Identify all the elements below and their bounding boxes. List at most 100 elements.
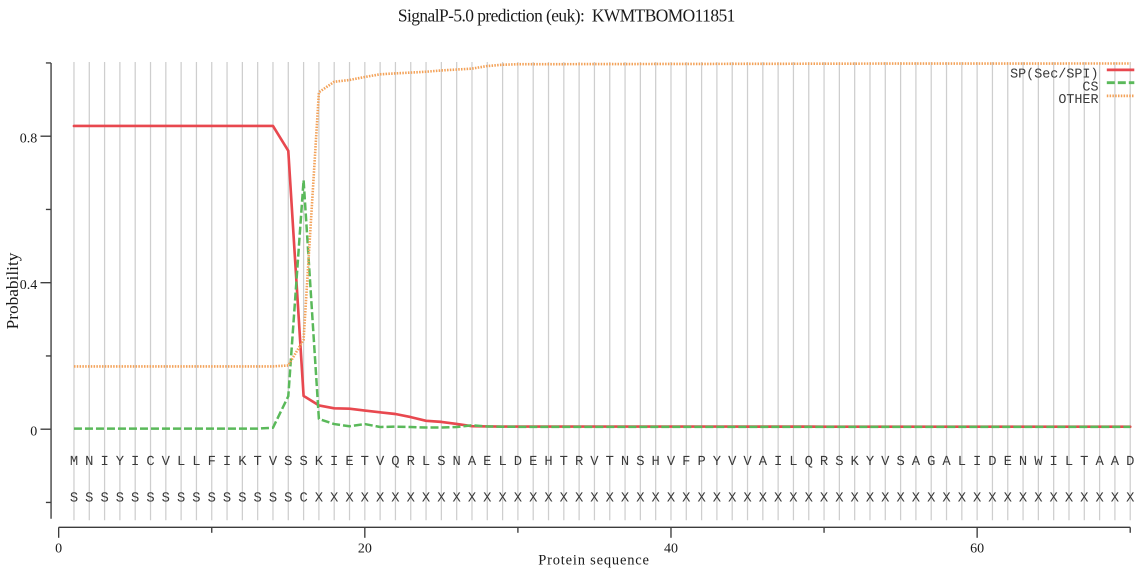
svg-text:C: C [146,455,154,470]
svg-text:Y: Y [713,455,722,470]
svg-text:X: X [988,492,997,507]
svg-text:X: X [805,492,814,507]
svg-text:F: F [208,455,216,470]
svg-text:X: X [942,492,951,507]
svg-text:X: X [590,492,599,507]
svg-text:S: S [835,455,843,470]
svg-text:X: X [621,492,630,507]
svg-text:V: V [269,455,278,470]
svg-text:I: I [223,455,231,470]
svg-text:S: S [116,492,124,507]
svg-text:60: 60 [970,542,984,557]
svg-text:S: S [146,492,154,507]
svg-text:Y: Y [116,455,125,470]
svg-text:S: S [85,492,93,507]
svg-text:H: H [544,455,552,470]
svg-text:S: S [896,455,904,470]
svg-text:X: X [912,492,921,507]
svg-text:P: P [697,455,705,470]
svg-text:W: W [1034,455,1043,470]
svg-text:S: S [284,492,292,507]
svg-text:0.8: 0.8 [20,132,38,147]
svg-text:SP(Sec/SPI): SP(Sec/SPI) [1010,68,1098,83]
svg-text:X: X [514,492,523,507]
svg-text:X: X [789,492,798,507]
svg-text:X: X [315,492,324,507]
svg-text:X: X [407,492,416,507]
svg-text:X: X [759,492,768,507]
svg-text:H: H [652,455,660,470]
svg-text:T: T [254,455,262,470]
svg-text:S: S [437,455,445,470]
svg-text:E: E [1004,455,1012,470]
svg-text:Q: Q [391,455,399,470]
svg-text:X: X [1111,492,1120,507]
svg-text:F: F [682,455,690,470]
svg-text:X: X [529,492,538,507]
svg-text:T: T [560,455,568,470]
svg-text:X: X [330,492,339,507]
svg-text:D: D [1126,455,1134,470]
svg-text:X: X [667,492,676,507]
svg-text:X: X [973,492,982,507]
svg-text:X: X [1126,492,1135,507]
svg-text:V: V [376,455,385,470]
svg-text:K: K [238,455,247,470]
svg-text:S: S [636,455,644,470]
svg-text:L: L [498,455,506,470]
svg-text:A: A [759,455,768,470]
svg-text:I: I [1050,455,1058,470]
svg-text:OTHER: OTHER [1058,93,1098,108]
svg-text:Protein sequence: Protein sequence [538,553,649,569]
svg-text:20: 20 [358,542,372,557]
svg-text:X: X [881,492,890,507]
svg-text:V: V [590,455,599,470]
svg-text:A: A [1111,455,1120,470]
svg-text:N: N [85,455,93,470]
svg-text:A: A [468,455,477,470]
svg-text:L: L [1065,455,1073,470]
svg-text:X: X [851,492,860,507]
svg-text:X: X [866,492,875,507]
svg-text:CS: CS [1082,80,1098,95]
svg-text:X: X [713,492,722,507]
svg-text:S: S [254,492,262,507]
svg-text:0: 0 [30,425,37,440]
svg-text:X: X [560,492,569,507]
svg-text:X: X [697,492,706,507]
svg-text:G: G [927,455,935,470]
svg-text:X: X [636,492,645,507]
svg-text:K: K [315,455,324,470]
svg-text:X: X [835,492,844,507]
svg-text:X: X [1004,492,1013,507]
svg-text:S: S [269,492,277,507]
svg-text:S: S [284,455,292,470]
svg-text:M: M [70,455,78,470]
svg-text:V: V [743,455,752,470]
svg-text:D: D [514,455,522,470]
svg-text:SignalP-5.0 prediction (euk):: SignalP-5.0 prediction (euk): KWMTBOMO11… [398,6,735,26]
svg-text:X: X [422,492,431,507]
svg-text:X: X [391,492,400,507]
svg-text:X: X [728,492,737,507]
svg-text:R: R [575,455,583,470]
svg-text:L: L [422,455,430,470]
svg-text:V: V [667,455,676,470]
svg-text:S: S [192,492,200,507]
svg-text:X: X [345,492,354,507]
svg-text:I: I [131,455,139,470]
svg-text:V: V [881,455,890,470]
svg-text:R: R [820,455,828,470]
svg-text:0.4: 0.4 [20,278,38,293]
svg-text:S: S [208,492,216,507]
svg-text:X: X [958,492,967,507]
svg-text:I: I [774,455,782,470]
svg-text:S: S [299,455,307,470]
svg-text:X: X [606,492,615,507]
svg-text:X: X [376,492,385,507]
svg-text:S: S [100,492,108,507]
svg-text:D: D [988,455,996,470]
svg-text:N: N [621,455,629,470]
svg-text:C: C [299,492,307,507]
svg-text:S: S [177,492,185,507]
